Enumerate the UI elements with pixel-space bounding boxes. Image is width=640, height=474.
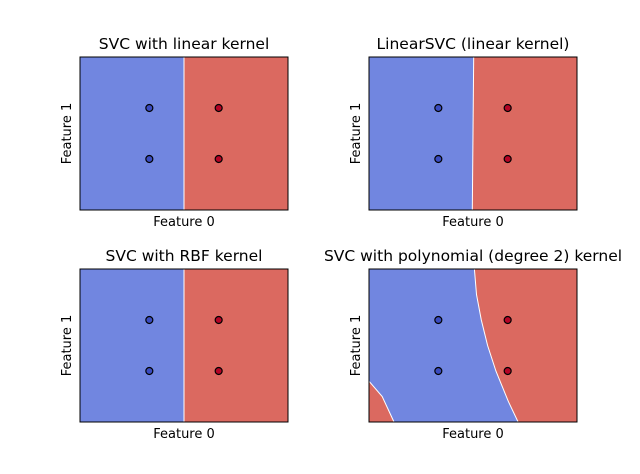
data-points: [145, 103, 223, 164]
region-class-0: [80, 269, 184, 422]
y-axis-label: Feature 1: [349, 103, 364, 165]
axes-frame: [368, 56, 578, 211]
data-point-class-0: [145, 103, 154, 113]
data-point-class-0: [434, 366, 443, 376]
decision-boundary: [368, 380, 395, 423]
data-point-class-1: [503, 315, 512, 325]
axes-frame: [79, 56, 289, 211]
x-axis-label: Feature 0: [442, 427, 504, 442]
data-point-class-1: [214, 103, 223, 113]
region-class-0: [80, 57, 184, 210]
region-class-0: [369, 269, 519, 422]
data-point-class-0: [145, 315, 154, 325]
subplot-title: SVC with linear kernel: [99, 35, 270, 53]
region-class-1: [184, 269, 288, 422]
data-point-class-1: [214, 154, 223, 164]
data-point-class-0: [145, 366, 154, 376]
data-point-class-0: [145, 154, 154, 164]
data-points: [434, 315, 512, 376]
subplot-svc-linear: SVC with linear kernel Feature 0 Feature…: [60, 35, 289, 230]
x-axis-label: Feature 0: [442, 215, 504, 230]
data-point-class-0: [434, 315, 443, 325]
decision-regions: [80, 57, 288, 210]
data-point-class-1: [214, 315, 223, 325]
subplot-title: LinearSVC (linear kernel): [377, 35, 570, 53]
x-axis-label: Feature 0: [153, 427, 215, 442]
decision-regions: [369, 56, 577, 211]
decision-boundary: [471, 56, 475, 211]
region-class-0: [369, 57, 474, 210]
subplot-svc-rbf: SVC with RBF kernel Feature 0 Feature 1: [60, 247, 289, 442]
subplot-title: SVC with polynomial (degree 2) kernel: [324, 247, 622, 265]
data-point-class-1: [214, 366, 223, 376]
data-points: [145, 315, 223, 376]
decision-boundary: [473, 268, 519, 423]
subplot-svc-poly: SVC with polynomial (degree 2) kernel Fe…: [324, 247, 622, 442]
region-class-1: [184, 57, 288, 210]
y-axis-label: Feature 1: [60, 103, 75, 165]
decision-regions: [368, 268, 577, 423]
region-class-1: [472, 57, 577, 210]
decision-regions: [80, 269, 288, 422]
y-axis-label: Feature 1: [60, 315, 75, 377]
data-point-class-1: [503, 366, 512, 376]
data-point-class-0: [434, 154, 443, 164]
axes-frame: [79, 268, 289, 423]
subplot-linearsvc: LinearSVC (linear kernel) Feature 0 Feat…: [349, 35, 578, 230]
subplot-title: SVC with RBF kernel: [106, 247, 263, 265]
axes-frame: [368, 268, 578, 423]
data-point-class-1: [503, 103, 512, 113]
data-point-class-1: [503, 154, 512, 164]
y-axis-label: Feature 1: [349, 315, 364, 377]
data-point-class-0: [434, 103, 443, 113]
data-points: [434, 103, 512, 164]
x-axis-label: Feature 0: [153, 215, 215, 230]
